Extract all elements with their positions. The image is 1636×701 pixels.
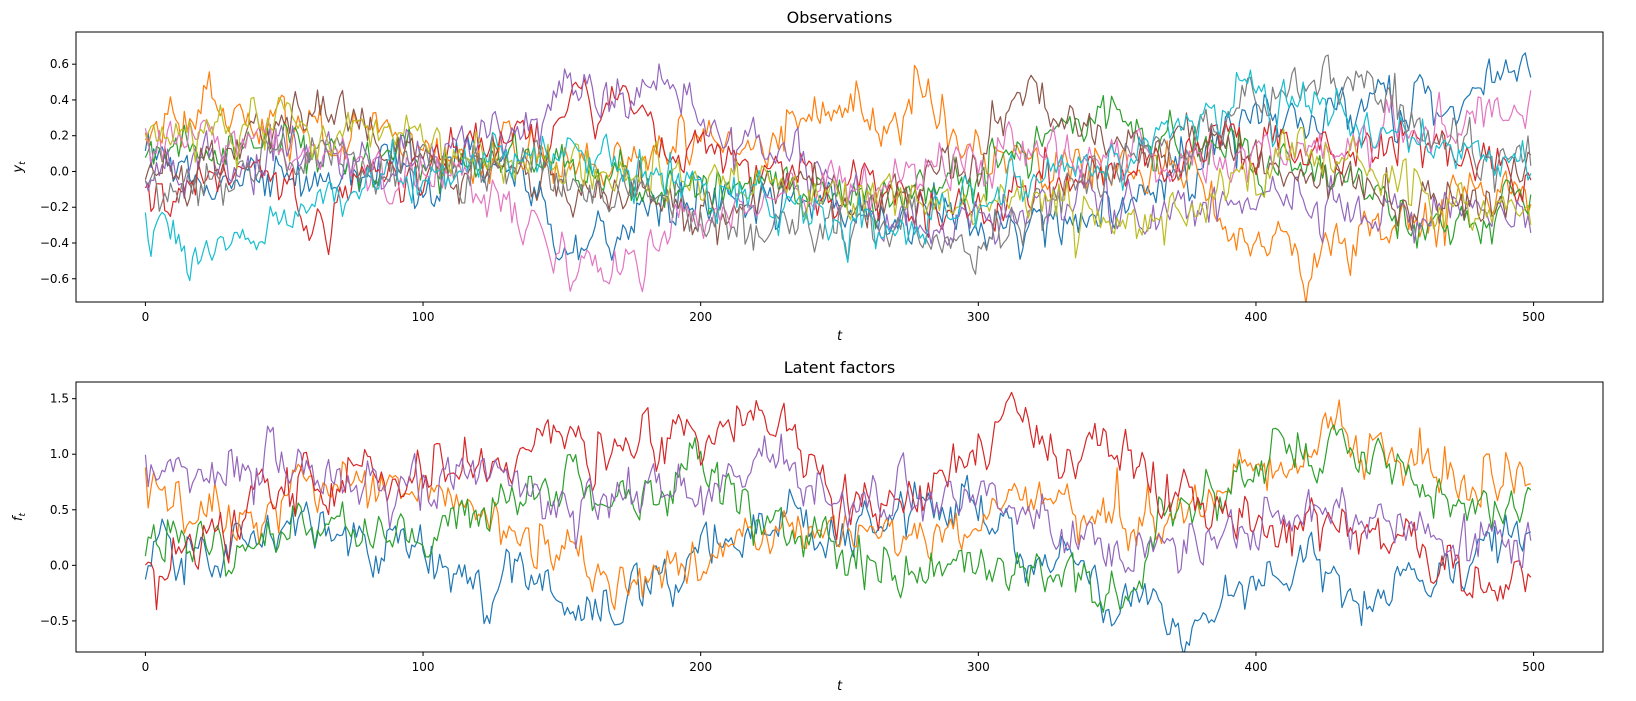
series-line-5 [144,63,1532,246]
y-tick-label: 1.5 [50,392,69,406]
series-line-7 [144,90,1532,293]
y-tick-label: 0.4 [50,93,69,107]
y-tick-label: 0.2 [50,129,69,143]
chart-title: Latent factors [784,358,896,377]
y-tick-label: 0.5 [50,503,69,517]
y-axis-label-base: f [11,514,26,521]
y-tick-label: 0.6 [50,57,69,71]
series-line-9 [144,96,1532,259]
x-tick-label: 300 [967,660,990,674]
series-line-1 [144,474,1532,652]
series-line-5 [144,425,1532,574]
y-tick-label: −0.6 [40,272,69,286]
latent-factors-chart: 0 100 200 300 400 500 −0.5 0.0 0.5 1.0 1.5 Latent f… [11,358,1604,694]
x-tick-label: 0 [142,660,150,674]
chart-title: Observations [787,8,893,27]
y-axis-label-subscript: t [18,512,28,516]
series-line-6 [144,74,1532,246]
y-tick-label: −0.4 [40,236,69,250]
x-tick-label: 200 [689,660,712,674]
x-tick-label: 100 [412,310,435,324]
x-tick-label: 200 [689,310,712,324]
x-tick-label: 300 [967,310,990,324]
x-tick-label: 500 [1522,660,1545,674]
series-line-2 [144,64,1532,302]
series-group [144,52,1532,302]
series-line-4 [144,391,1532,611]
x-tick-label: 500 [1522,310,1545,324]
y-axis-label-subscript: t [18,161,28,165]
series-line-3 [144,424,1532,613]
x-tick-label: 0 [142,310,150,324]
x-axis-label: t [837,329,843,344]
x-axis-label: t [837,679,843,694]
y-tick-label: 0.0 [50,164,69,178]
y-axis-label: yt [11,161,28,174]
y-tick-label: 1.0 [50,447,69,461]
series-group [144,391,1532,652]
x-tick-label: 400 [1245,660,1268,674]
y-axis-label-base: y [11,165,26,174]
y-axis-label: ft [11,512,28,521]
y-tick-label: −0.2 [40,200,69,214]
series-line-10 [144,69,1532,282]
observations-chart: 0 100 200 300 400 500 −0.6 −0.4 −0.2 0.0 0.2 0.4 0.6… [11,8,1604,344]
y-tick-label: 0.0 [50,558,69,572]
x-tick-label: 400 [1245,310,1268,324]
series-line-2 [144,399,1531,611]
plot-frame [75,31,1604,303]
plot-frame [75,381,1604,653]
y-tick-label: −0.5 [40,614,69,628]
x-tick-label: 100 [412,660,435,674]
